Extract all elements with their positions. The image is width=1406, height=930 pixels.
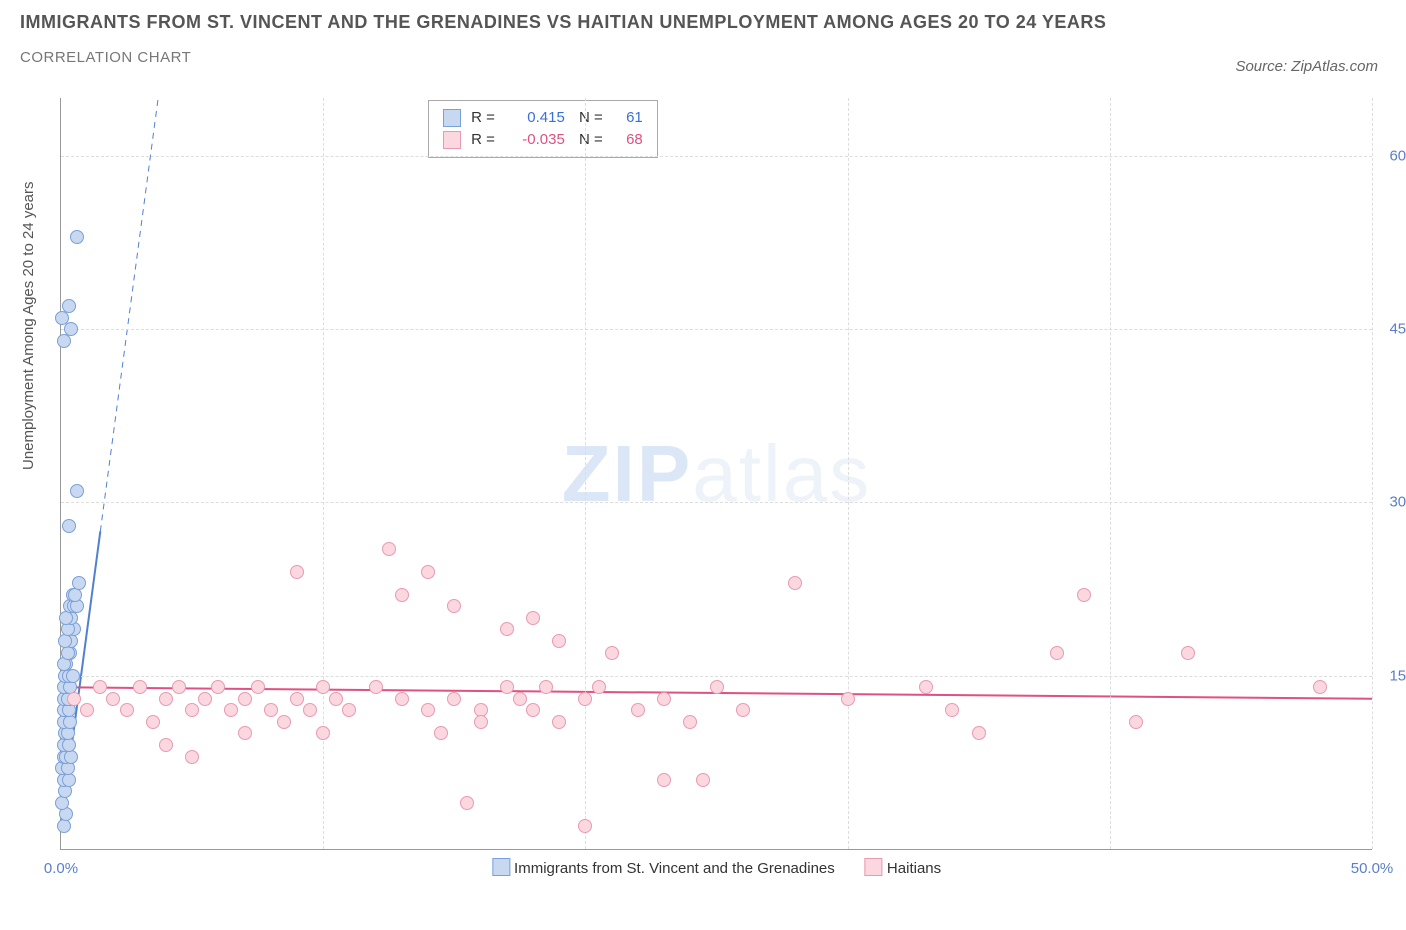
data-point (526, 703, 540, 717)
data-point (631, 703, 645, 717)
data-point (500, 680, 514, 694)
data-point (316, 726, 330, 740)
legend-stats-row: R =0.415 N =61 (443, 107, 643, 129)
data-point (578, 692, 592, 706)
y-axis-title: Unemployment Among Ages 20 to 24 years (20, 181, 37, 470)
data-point (552, 634, 566, 648)
source-attribution: Source: ZipAtlas.com (1235, 58, 1378, 75)
data-point (919, 680, 933, 694)
data-point (447, 599, 461, 613)
data-point (146, 715, 160, 729)
data-point (224, 703, 238, 717)
data-point (185, 703, 199, 717)
legend-series: Immigrants from St. Vincent and the Gren… (492, 858, 941, 877)
data-point (290, 565, 304, 579)
data-point (1050, 646, 1064, 660)
data-point (106, 692, 120, 706)
data-point (382, 542, 396, 556)
data-point (64, 322, 78, 336)
data-point (500, 622, 514, 636)
data-point (696, 773, 710, 787)
data-point (133, 680, 147, 694)
y-tick-label: 30.0% (1377, 494, 1406, 511)
data-point (67, 692, 81, 706)
data-point (1129, 715, 1143, 729)
data-point (1313, 680, 1327, 694)
data-point (329, 692, 343, 706)
data-point (592, 680, 606, 694)
data-point (972, 726, 986, 740)
x-tick-label: 50.0% (1351, 860, 1394, 877)
data-point (513, 692, 527, 706)
data-point (434, 726, 448, 740)
data-point (539, 680, 553, 694)
legend-item: Immigrants from St. Vincent and the Gren… (492, 858, 835, 877)
data-point (277, 715, 291, 729)
data-point (474, 715, 488, 729)
data-point (290, 692, 304, 706)
data-point (657, 773, 671, 787)
data-point (120, 703, 134, 717)
data-point (70, 230, 84, 244)
data-point (238, 692, 252, 706)
data-point (72, 576, 86, 590)
data-point (70, 484, 84, 498)
data-point (342, 703, 356, 717)
data-point (238, 726, 252, 740)
y-tick-label: 45.0% (1377, 321, 1406, 338)
data-point (945, 703, 959, 717)
data-point (211, 680, 225, 694)
data-point (421, 565, 435, 579)
data-point (185, 750, 199, 764)
data-point (172, 680, 186, 694)
data-point (1077, 588, 1091, 602)
data-point (683, 715, 697, 729)
data-point (251, 680, 265, 694)
data-point (264, 703, 278, 717)
page-title: IMMIGRANTS FROM ST. VINCENT AND THE GREN… (20, 12, 1106, 33)
data-point (421, 703, 435, 717)
data-point (159, 692, 173, 706)
page-subtitle: CORRELATION CHART (20, 49, 1106, 66)
x-tick-label: 0.0% (44, 860, 78, 877)
data-point (447, 692, 461, 706)
chart-area: ZIPatlas R =0.415 N =61R =-0.035 N =68 I… (60, 98, 1372, 850)
watermark: ZIPatlas (562, 428, 871, 520)
data-point (578, 819, 592, 833)
data-point (316, 680, 330, 694)
data-point (736, 703, 750, 717)
data-point (1181, 646, 1195, 660)
y-tick-label: 60.0% (1377, 147, 1406, 164)
data-point (552, 715, 566, 729)
data-point (657, 692, 671, 706)
data-point (395, 588, 409, 602)
data-point (159, 738, 173, 752)
data-point (62, 299, 76, 313)
data-point (526, 611, 540, 625)
data-point (369, 680, 383, 694)
data-point (93, 680, 107, 694)
data-point (303, 703, 317, 717)
data-point (710, 680, 724, 694)
data-point (395, 692, 409, 706)
data-point (788, 576, 802, 590)
data-point (460, 796, 474, 810)
y-tick-label: 15.0% (1377, 667, 1406, 684)
data-point (841, 692, 855, 706)
data-point (198, 692, 212, 706)
data-point (62, 519, 76, 533)
data-point (80, 703, 94, 717)
legend-stats-row: R =-0.035 N =68 (443, 129, 643, 151)
legend-item: Haitians (865, 858, 941, 877)
data-point (605, 646, 619, 660)
legend-stats: R =0.415 N =61R =-0.035 N =68 (428, 100, 658, 158)
